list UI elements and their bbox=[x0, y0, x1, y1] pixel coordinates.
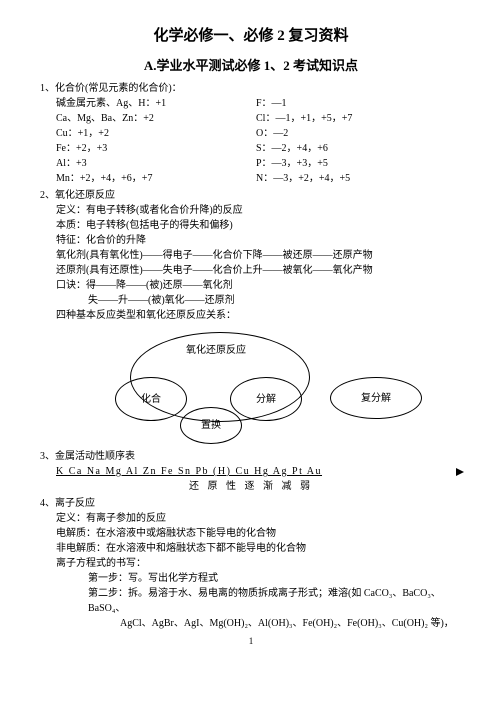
activity-elements: K Ca Na Mg Al Zn Fe Sn Pb (H) Cu Hg Ag P… bbox=[56, 466, 322, 477]
section-valence: 1、化合价(常见元素的化合价)： 碱金属元素、Ag、H：+1F：—1 Ca、Mg… bbox=[40, 81, 462, 186]
label-displace: 置换 bbox=[201, 418, 221, 433]
valence-left: Ca、Mg、Ba、Zn：+2 bbox=[40, 111, 256, 126]
valence-row: Fe：+2，+3S：—2，+4，+6 bbox=[40, 141, 462, 156]
ionic-electrolyte: 电解质：在水溶液中或熔融状态下能导电的化合物 bbox=[40, 526, 462, 541]
label-meta: 复分解 bbox=[361, 391, 391, 406]
valence-right: N：—3，+2，+4，+5 bbox=[256, 171, 462, 186]
valence-row: Al：+3P：—3，+3，+5 bbox=[40, 156, 462, 171]
ellipse-combine: 化合 bbox=[115, 377, 187, 421]
redox-mnemonic1: 口诀：得——降——(被)还原——氧化剂 bbox=[40, 278, 462, 293]
doc-subtitle: A.学业水平测试必修 1、2 考试知识点 bbox=[40, 56, 462, 76]
section-activity: 3、金属活动性顺序表 K Ca Na Mg Al Zn Fe Sn Pb (H)… bbox=[40, 449, 462, 494]
valence-right: O：—2 bbox=[256, 126, 462, 141]
valence-row: Mn：+2，+4，+6，+7N：—3，+2，+4，+5 bbox=[40, 171, 462, 186]
valence-left: Mn：+2，+4，+6，+7 bbox=[40, 171, 256, 186]
valence-row: Ca、Mg、Ba、Zn：+2Cl：—1，+1，+5，+7 bbox=[40, 111, 462, 126]
redox-venn-diagram: 氧化还原反应 化合 分解 置换 复分解 bbox=[40, 327, 462, 447]
valence-row: 碱金属元素、Ag、H：+1F：—1 bbox=[40, 96, 462, 111]
section-1-head: 1、化合价(常见元素的化合价)： bbox=[40, 81, 462, 96]
label-redox: 氧化还原反应 bbox=[186, 343, 246, 358]
ionic-def: 定义：有离子参加的反应 bbox=[40, 511, 462, 526]
section-4-head: 4、离子反应 bbox=[40, 496, 462, 511]
redox-oxidizer: 氧化剂(具有氧化性)——得电子——化合价下降——被还原——还原产物 bbox=[40, 248, 462, 263]
valence-right: S：—2，+4，+6 bbox=[256, 141, 462, 156]
valence-left: Fe：+2，+3 bbox=[40, 141, 256, 156]
valence-right: F：—1 bbox=[256, 96, 462, 111]
activity-note: 还 原 性 逐 渐 减 弱 bbox=[40, 479, 462, 494]
ionic-nonelectrolyte: 非电解质：在水溶液中和熔融状态下都不能导电的化合物 bbox=[40, 541, 462, 556]
valence-right: P：—3，+3，+5 bbox=[256, 156, 462, 171]
section-ionic: 4、离子反应 定义：有离子参加的反应 电解质：在水溶液中或熔融状态下能导电的化合… bbox=[40, 496, 462, 631]
ellipse-displace: 置换 bbox=[180, 407, 242, 444]
redox-feature: 特征：化合价的升降 bbox=[40, 233, 462, 248]
valence-left: 碱金属元素、Ag、H：+1 bbox=[40, 96, 256, 111]
page-root: 化学必修一、必修 2 复习资料 A.学业水平测试必修 1、2 考试知识点 1、化… bbox=[0, 0, 502, 659]
ellipse-decomp: 分解 bbox=[230, 377, 302, 421]
redox-reducer: 还原剂(具有还原性)——失电子——化合价上升——被氧化——氧化产物 bbox=[40, 263, 462, 278]
ionic-step1: 第一步：写。写出化学方程式 bbox=[40, 571, 462, 586]
valence-left: Cu：+1，+2 bbox=[40, 126, 256, 141]
valence-left: Al：+3 bbox=[40, 156, 256, 171]
redox-relation-head: 四种基本反应类型和氧化还原反应关系： bbox=[40, 308, 462, 323]
section-2-head: 2、氧化还原反应 bbox=[40, 188, 462, 203]
valence-row: Cu：+1，+2O：—2 bbox=[40, 126, 462, 141]
ionic-step2a: 第二步：拆。易溶于水、易电离的物质拆成离子形式；难溶(如 CaCO₃、BaCO₃… bbox=[40, 586, 462, 616]
activity-series: K Ca Na Mg Al Zn Fe Sn Pb (H) Cu Hg Ag P… bbox=[40, 464, 462, 479]
ionic-step2b: AgCl、AgBr、AgI、Mg(OH)₂、Al(OH)₃、Fe(OH)₂、Fe… bbox=[40, 616, 462, 631]
redox-mnemonic2: 失——升——(被)氧化——还原剂 bbox=[40, 293, 462, 308]
arrow-icon bbox=[456, 468, 464, 476]
ellipse-meta: 复分解 bbox=[330, 377, 422, 419]
redox-essence: 本质：电子转移(包括电子的得失和偏移) bbox=[40, 218, 462, 233]
ionic-equation-head: 离子方程式的书写： bbox=[40, 556, 462, 571]
page-number: 1 bbox=[40, 635, 462, 649]
section-3-head: 3、金属活动性顺序表 bbox=[40, 449, 462, 464]
redox-def: 定义：有电子转移(或者化合价升降)的反应 bbox=[40, 203, 462, 218]
valence-right: Cl：—1，+1，+5，+7 bbox=[256, 111, 462, 126]
doc-title: 化学必修一、必修 2 复习资料 bbox=[40, 25, 462, 48]
label-decomp: 分解 bbox=[256, 392, 276, 407]
label-combine: 化合 bbox=[141, 392, 161, 407]
section-redox: 2、氧化还原反应 定义：有电子转移(或者化合价升降)的反应 本质：电子转移(包括… bbox=[40, 188, 462, 447]
